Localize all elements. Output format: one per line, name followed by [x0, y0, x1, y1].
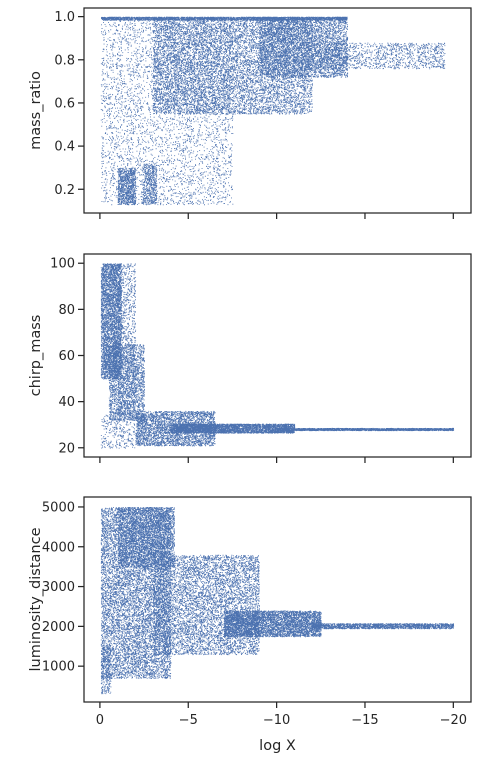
y-tick-label: 4000 [42, 540, 75, 555]
y-axis-label: mass_ratio [28, 71, 44, 150]
x-axis-label: log X [259, 738, 296, 754]
scatter-points [100, 507, 455, 695]
y-tick-label: 80 [58, 303, 75, 318]
scatter-points [100, 16, 446, 206]
x-tick-label: −5 [179, 713, 198, 728]
x-tick-label: 0 [96, 713, 104, 728]
axes-frame [83, 7, 472, 214]
y-tick-label: 0.2 [54, 183, 75, 198]
scatter-points [100, 263, 455, 449]
y-axis-label: chirp_mass [28, 315, 44, 397]
panel-mass-ratio: 0.2 0.4 0.6 0.8 1.0 mass_ratio [28, 7, 472, 219]
panel-luminosity-distance: 1000 2000 3000 4000 5000 0 −5 −10 −15 −20 luminosi… [28, 496, 472, 754]
axes-frame [83, 496, 472, 703]
y-axis-label: luminosity_distance [28, 527, 44, 671]
scatter-point-cloud [100, 16, 446, 206]
y-tick-label: 100 [50, 257, 75, 272]
y-tick-label: 40 [58, 395, 75, 410]
y-tick-label: 60 [58, 349, 75, 364]
y-tick-label: 5000 [42, 500, 75, 515]
panel-chirp-mass: 20 40 60 80 100 chirp_mass [28, 253, 472, 463]
scatter-point-cloud [100, 263, 455, 449]
y-tick-label: 0.6 [54, 96, 75, 111]
y-tick-label: 0.4 [54, 140, 75, 155]
x-tick-label: −20 [440, 713, 467, 728]
y-tick-label: 2000 [42, 620, 75, 635]
y-tick-label: 0.8 [54, 53, 75, 68]
x-tick-label: −15 [351, 713, 378, 728]
x-tick-label: −10 [263, 713, 290, 728]
y-tick-label: 1000 [42, 660, 75, 675]
scatter-point-cloud [100, 507, 455, 695]
y-tick-label: 3000 [42, 580, 75, 595]
y-tick-label: 20 [58, 441, 75, 456]
y-tick-label: 1.0 [54, 10, 75, 25]
